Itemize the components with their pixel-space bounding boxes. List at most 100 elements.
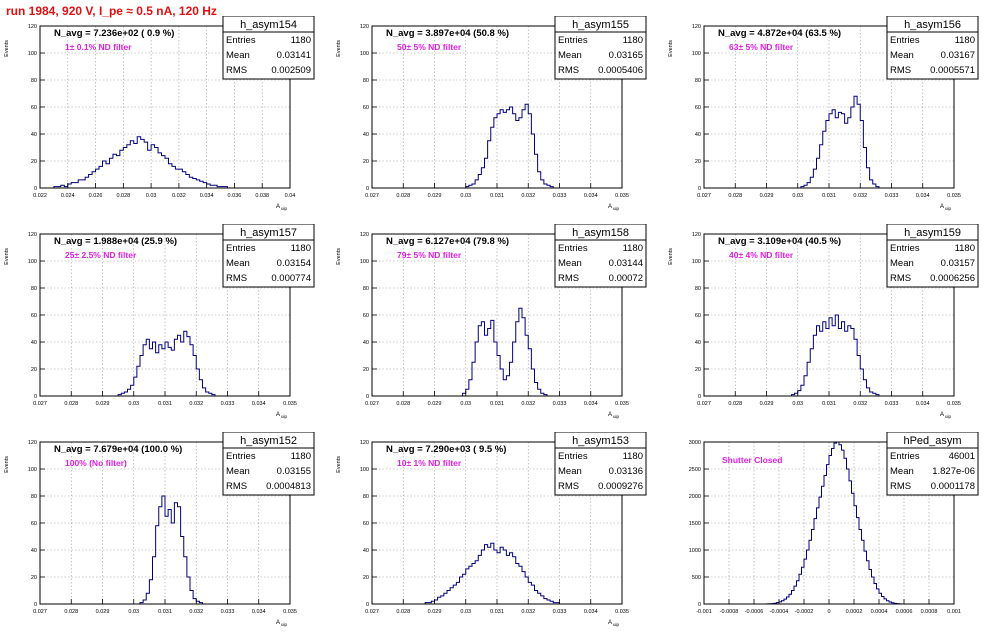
- y-tick-label: 120: [692, 232, 701, 238]
- stat-label: RMS: [890, 65, 911, 76]
- x-tick-label: 0.031: [490, 609, 504, 615]
- y-tick-label: 100: [28, 467, 37, 473]
- x-tick-label: 0.032: [853, 193, 867, 199]
- histogram-panel: 0.022 0.024 0.026 0.028 0.03 0.032 0.034 0.036 0…: [0, 16, 330, 216]
- x-tick-label: 0.032: [189, 401, 203, 407]
- y-tick-label: 40: [363, 132, 369, 138]
- histogram-line: [139, 495, 203, 604]
- histogram-name: h_asym156: [904, 19, 961, 31]
- y-axis-label: Events: [336, 40, 342, 57]
- stat-label: RMS: [558, 273, 579, 284]
- stat-value: 0.03165: [609, 50, 643, 61]
- histogram-svg: 0.022 0.024 0.026 0.028 0.03 0.032 0.034 0.036 0…: [4, 16, 315, 211]
- x-tick-label: 0.034: [584, 401, 598, 407]
- histogram-svg: 0.027 0.028 0.029 0.03 0.031 0.032 0.033 0.034 0…: [336, 432, 647, 627]
- x-tick-label: 0.036: [228, 193, 242, 199]
- y-tick-label: 20: [363, 367, 369, 373]
- filter-annotation: 100% (No filter): [65, 458, 127, 468]
- x-tick-label: 0.033: [553, 401, 567, 407]
- stat-value: 0.0009276: [598, 481, 643, 492]
- y-tick-label: 20: [363, 575, 369, 581]
- stat-label: RMS: [226, 65, 247, 76]
- y-tick-label: 40: [31, 132, 37, 138]
- histogram-panel: 0.027 0.028 0.029 0.03 0.031 0.032 0.033 0.034 0…: [332, 16, 662, 216]
- histogram-svg: -0.001 -0.0008 -0.0006 -0.0004 -0.0002 0 0.000…: [689, 432, 979, 615]
- x-tick-label: 0.035: [947, 401, 961, 407]
- x-tick-label: 0.033: [553, 193, 567, 199]
- histogram-panel: 0.027 0.028 0.029 0.03 0.031 0.032 0.033 0.034 0…: [332, 432, 662, 632]
- histogram-svg: 0.027 0.028 0.029 0.03 0.031 0.032 0.033 0.034 0…: [4, 224, 315, 419]
- x-tick-label: -0.001: [696, 609, 712, 615]
- filter-annotation: 25± 2.5% ND filter: [65, 250, 137, 260]
- stat-label: Mean: [558, 50, 582, 61]
- x-tick-label: 0.028: [728, 193, 742, 199]
- x-tick-label: 0.03: [460, 609, 471, 615]
- stat-value: 0.03136: [609, 466, 643, 477]
- y-tick-label: 100: [28, 51, 37, 57]
- y-tick-label: 60: [31, 105, 37, 111]
- y-tick-label: 40: [695, 132, 701, 138]
- stats-box: [222, 16, 315, 80]
- stat-value: 1180: [955, 35, 975, 46]
- stat-label: Mean: [890, 50, 914, 61]
- x-tick-label: 0.029: [96, 609, 110, 615]
- stats-box: [554, 432, 647, 496]
- y-tick-label: 0: [366, 186, 369, 192]
- x-tick-label: -0.0004: [770, 609, 789, 615]
- histogram-svg: 0.027 0.028 0.029 0.03 0.031 0.032 0.033 0.034 0…: [668, 224, 979, 419]
- stat-label: Entries: [226, 451, 256, 462]
- y-tick-label: 20: [695, 367, 701, 373]
- y-tick-label: 120: [360, 24, 369, 30]
- stat-value: 0.03141: [277, 50, 311, 61]
- stat-label: Mean: [890, 466, 914, 477]
- stat-value: 1180: [955, 243, 975, 254]
- stats-box: [886, 432, 979, 496]
- x-tick-label: 0.028: [728, 401, 742, 407]
- x-tick-label: 0.027: [697, 193, 711, 199]
- y-tick-label: 3000: [689, 440, 701, 446]
- stats-box: [886, 16, 979, 80]
- y-tick-label: 0: [366, 602, 369, 608]
- histogram-name: h_asym152: [240, 435, 297, 447]
- stat-value: 0.0005406: [598, 65, 643, 76]
- x-tick-label: 0.031: [158, 401, 172, 407]
- x-tick-label: -0.0006: [745, 609, 764, 615]
- histogram-line: [465, 103, 554, 188]
- filter-annotation: 50± 5% ND filter: [397, 42, 462, 52]
- y-tick-label: 500: [692, 575, 701, 581]
- x-tick-label: 0.03: [460, 193, 471, 199]
- histogram-panel: 0.027 0.028 0.029 0.03 0.031 0.032 0.033 0.034 0…: [0, 224, 330, 424]
- x-tick-label: 0.027: [365, 193, 379, 199]
- stat-label: RMS: [226, 273, 247, 284]
- y-tick-label: 100: [360, 259, 369, 265]
- histogram-svg: 0.027 0.028 0.029 0.03 0.031 0.032 0.033 0.034 0…: [336, 16, 647, 211]
- y-tick-label: 40: [363, 548, 369, 554]
- x-tick-label: 0.029: [428, 193, 442, 199]
- x-tick-label: -0.0008: [720, 609, 739, 615]
- y-tick-label: 80: [363, 78, 369, 84]
- stat-value: 0.03157: [941, 258, 975, 269]
- y-tick-label: 0: [34, 394, 37, 400]
- y-tick-label: 60: [31, 313, 37, 319]
- x-tick-label: 0.034: [584, 193, 598, 199]
- y-tick-label: 60: [695, 313, 701, 319]
- x-tick-label: 0.031: [490, 193, 504, 199]
- page-title: run 1984, 920 V, I_pe ≈ 0.5 nA, 120 Hz: [6, 4, 217, 18]
- stat-value: 0.0001178: [931, 481, 975, 492]
- x-axis-label: Auip: [940, 412, 952, 419]
- x-tick-label: 0.027: [697, 401, 711, 407]
- histogram-panel: -0.001 -0.0008 -0.0006 -0.0004 -0.0002 0 0.000…: [664, 432, 994, 632]
- x-tick-label: 0.035: [283, 401, 297, 407]
- filter-annotation: 10± 1% ND filter: [397, 458, 462, 468]
- stat-value: 1180: [291, 451, 311, 462]
- stat-label: Mean: [558, 466, 582, 477]
- x-tick-label: 0.034: [252, 401, 266, 407]
- filter-annotation: 40± 4% ND filter: [729, 250, 794, 260]
- x-axis-label: Auip: [276, 620, 288, 627]
- x-tick-label: 0.031: [158, 609, 172, 615]
- stat-value: 1180: [623, 35, 643, 46]
- x-tick-label: 0.031: [490, 401, 504, 407]
- stat-label: Entries: [890, 35, 920, 46]
- stat-label: Entries: [890, 243, 920, 254]
- y-tick-label: 20: [31, 159, 37, 165]
